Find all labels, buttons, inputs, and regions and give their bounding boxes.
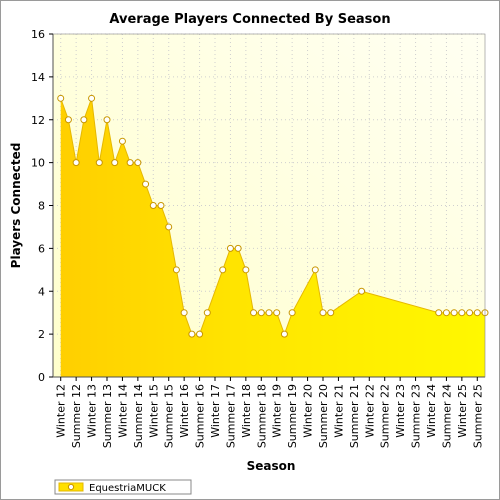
data-point bbox=[157, 202, 165, 209]
data-point bbox=[64, 116, 72, 124]
data-point bbox=[149, 202, 157, 209]
chart-title: Average Players Connected By Season bbox=[109, 12, 390, 27]
x-tick-label: Summer 16 bbox=[194, 384, 207, 448]
x-tick-label: Summer 20 bbox=[317, 384, 330, 448]
data-point bbox=[327, 309, 335, 317]
x-tick-label: Winter 17 bbox=[209, 384, 222, 438]
x-tick-labels: Winter 12 Summer 12 Winter 13 Summer 13 Wint… bbox=[55, 384, 485, 448]
x-tick-label: Winter 19 bbox=[271, 384, 284, 438]
data-point bbox=[450, 309, 458, 317]
x-tick-label: Winter 14 bbox=[116, 384, 129, 438]
data-point bbox=[72, 159, 80, 167]
x-tick-label: Winter 25 bbox=[456, 384, 469, 438]
x-tick-label: Summer 15 bbox=[163, 384, 176, 448]
data-point bbox=[242, 266, 250, 274]
data-point bbox=[103, 116, 111, 124]
data-point bbox=[442, 309, 450, 317]
x-tick-label: Winter 15 bbox=[147, 384, 160, 438]
y-tick-labels: 0 2 4 6 8 10 12 14 16 bbox=[31, 28, 45, 384]
data-point bbox=[126, 159, 134, 167]
y-axis-title: Players Connected bbox=[9, 143, 23, 269]
legend: EquestriaMUCK bbox=[54, 479, 192, 495]
data-point bbox=[473, 309, 481, 317]
data-point bbox=[188, 330, 196, 338]
axes bbox=[49, 33, 486, 381]
legend-box bbox=[54, 479, 192, 495]
data-point bbox=[134, 159, 142, 167]
y-tick-label: 14 bbox=[31, 71, 45, 84]
x-tick-label: Winter 22 bbox=[363, 384, 376, 438]
data-point bbox=[226, 244, 234, 252]
x-tick-label: Summer 21 bbox=[348, 384, 361, 448]
x-tick-label: Summer 23 bbox=[410, 384, 423, 448]
y-tick-label: 0 bbox=[38, 371, 45, 384]
x-tick-label: Summer 25 bbox=[471, 384, 484, 448]
data-point bbox=[319, 309, 327, 317]
data-markers bbox=[57, 94, 489, 338]
data-point bbox=[88, 94, 96, 102]
data-point bbox=[273, 309, 281, 317]
data-point bbox=[458, 309, 466, 317]
data-point bbox=[80, 116, 88, 124]
area-series-fill bbox=[60, 98, 485, 377]
data-point bbox=[165, 223, 173, 231]
y-tick-label: 16 bbox=[31, 28, 45, 41]
data-point bbox=[203, 309, 211, 317]
x-tick-label: Summer 17 bbox=[224, 384, 237, 448]
x-tick-label: Summer 14 bbox=[132, 384, 145, 448]
data-point bbox=[180, 309, 188, 317]
data-point bbox=[219, 266, 227, 274]
data-point bbox=[250, 309, 258, 317]
data-point bbox=[234, 244, 242, 252]
data-point bbox=[57, 94, 65, 102]
x-tick-label: Winter 24 bbox=[425, 384, 438, 438]
x-tick-label: Winter 21 bbox=[332, 384, 345, 438]
data-point bbox=[142, 180, 150, 188]
y-tick-label: 8 bbox=[38, 200, 45, 213]
legend-label: EquestriaMUCK bbox=[89, 483, 166, 494]
x-tick-label: Winter 16 bbox=[178, 384, 191, 438]
data-point bbox=[172, 266, 180, 274]
x-tick-label: Winter 12 bbox=[55, 384, 68, 438]
x-tick-label: Summer 24 bbox=[440, 384, 453, 448]
y-tick-label: 12 bbox=[31, 114, 45, 127]
x-tick-label: Summer 22 bbox=[379, 384, 392, 448]
data-point bbox=[265, 309, 273, 317]
data-point bbox=[466, 309, 474, 317]
data-point bbox=[196, 330, 204, 338]
y-tick-label: 6 bbox=[38, 242, 45, 255]
y-tick-label: 4 bbox=[38, 285, 45, 298]
data-point bbox=[311, 266, 319, 274]
x-tick-label: Summer 19 bbox=[286, 384, 299, 448]
data-point bbox=[118, 137, 126, 145]
data-point bbox=[280, 330, 288, 338]
data-point bbox=[111, 159, 119, 167]
x-tick-label: Winter 18 bbox=[240, 384, 253, 438]
data-point bbox=[257, 309, 265, 317]
data-point bbox=[288, 309, 296, 317]
x-tick-label: Winter 20 bbox=[302, 384, 315, 438]
x-tick-label: Winter 13 bbox=[86, 384, 99, 438]
data-point bbox=[95, 159, 103, 167]
x-axis-title: Season bbox=[247, 459, 296, 473]
y-tick-label: 10 bbox=[31, 157, 45, 170]
data-point bbox=[435, 309, 443, 317]
x-tick-label: Summer 13 bbox=[101, 384, 114, 448]
x-tick-label: Summer 18 bbox=[255, 384, 268, 448]
x-tick-label: Winter 23 bbox=[394, 384, 407, 438]
legend-swatch-icon bbox=[58, 482, 84, 492]
y-tick-label: 2 bbox=[38, 328, 45, 341]
data-point bbox=[358, 287, 366, 295]
x-tick-label: Summer 12 bbox=[70, 384, 83, 448]
